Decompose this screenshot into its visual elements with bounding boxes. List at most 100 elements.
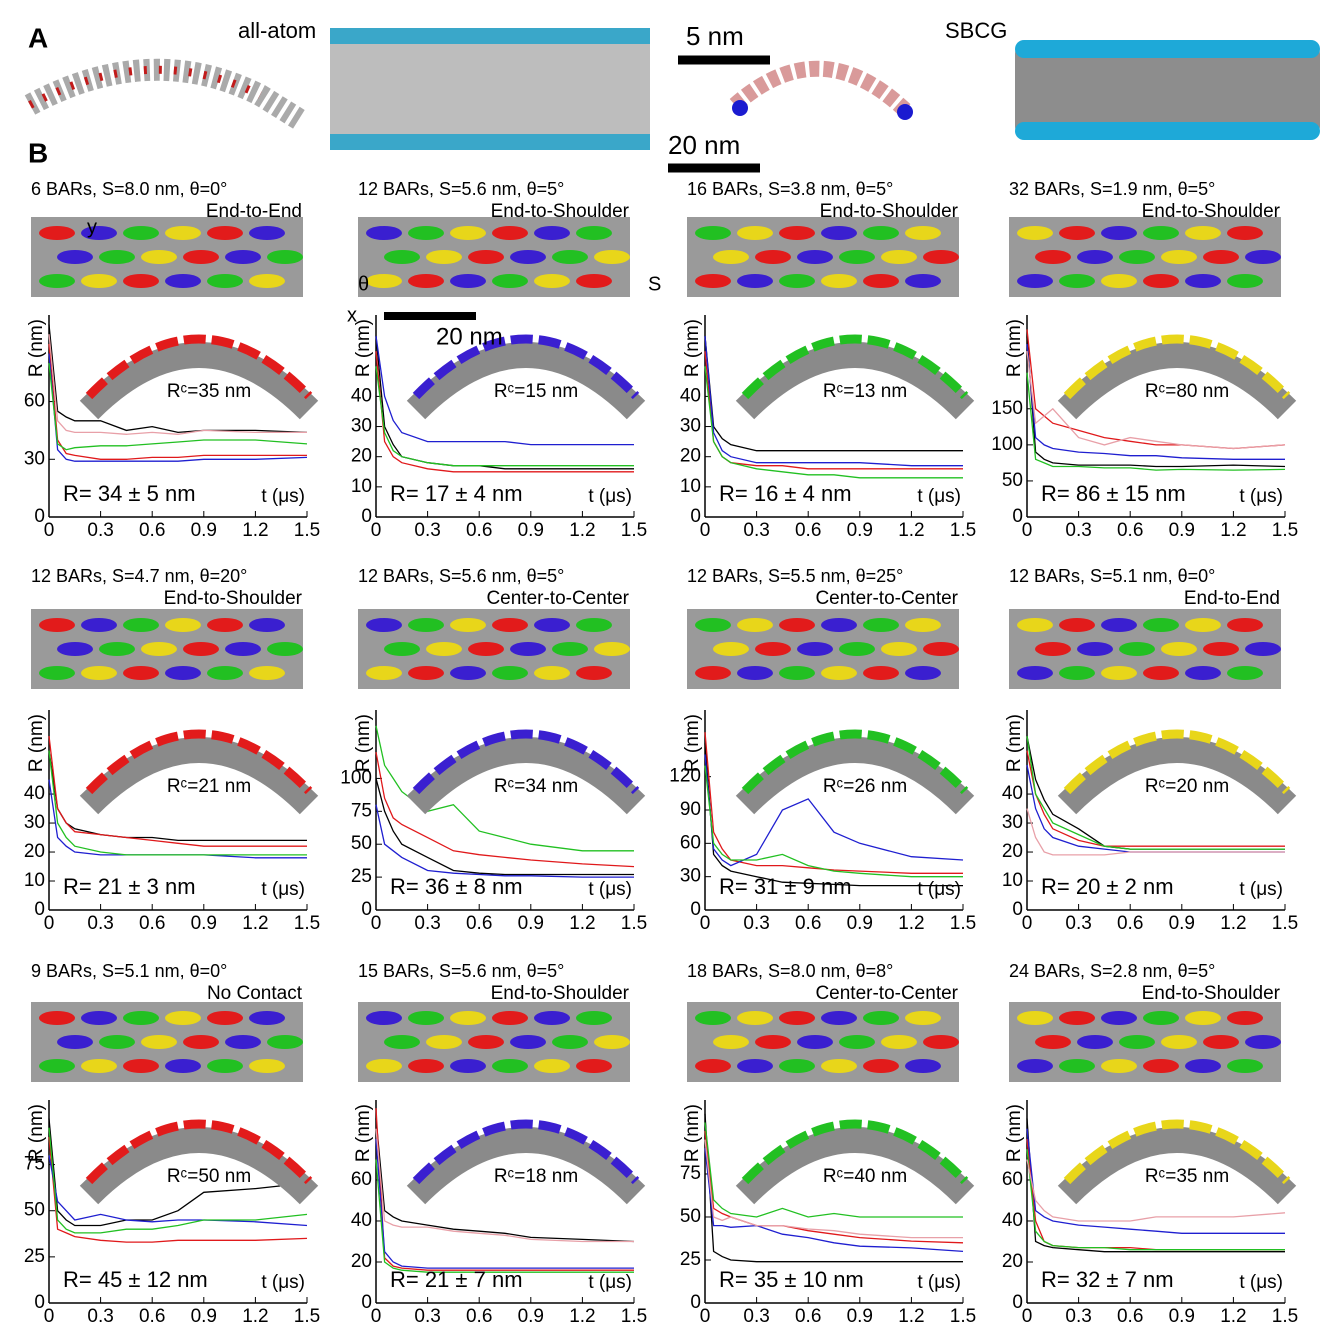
x-tick-label: 0.6: [1117, 1306, 1143, 1327]
protein: [1059, 1059, 1095, 1073]
inset-label: S: [648, 273, 661, 295]
protein: [695, 618, 731, 632]
protein: [207, 666, 243, 680]
protein: [1185, 666, 1221, 680]
protein: [426, 1035, 462, 1049]
y-tick-label: 20: [24, 841, 45, 862]
protein: [1119, 642, 1155, 656]
x-tick-label: 0.6: [466, 913, 492, 934]
protein: [123, 1059, 159, 1073]
protein: [713, 250, 749, 264]
x-tick-label: 1.2: [569, 520, 595, 541]
y-tick-label: 10: [680, 476, 701, 497]
x-tick-label: 0.9: [518, 520, 544, 541]
y-tick-label: 40: [1002, 1210, 1023, 1231]
protein: [1227, 1059, 1263, 1073]
y-tick-label: 10: [24, 870, 45, 891]
protein: [534, 226, 570, 240]
y-tick-label: 40: [351, 1210, 372, 1231]
protein: [1245, 1035, 1281, 1049]
protein: [141, 1035, 177, 1049]
protein: [450, 1059, 486, 1073]
y-tick-label: 60: [351, 1169, 372, 1190]
protein: [183, 1035, 219, 1049]
protein: [123, 226, 159, 240]
y-tick-label: 30: [1002, 812, 1023, 833]
x-tick-label: 0.3: [87, 1306, 113, 1327]
panel-title: 9 BARs, S=5.1 nm, θ=0°: [31, 961, 227, 981]
protein: [821, 618, 857, 632]
protein: [1035, 250, 1071, 264]
x-tick-label: 1.5: [950, 913, 976, 934]
protein: [267, 1035, 303, 1049]
x-tick-label: 0: [1022, 1306, 1033, 1327]
protein: [165, 1059, 201, 1073]
panel-title: 16 BARs, S=3.8 nm, θ=5°: [687, 179, 893, 199]
x-tick-label: 0.9: [847, 913, 873, 934]
y-axis-label: R (nm): [26, 1104, 47, 1162]
x-tick-label: 0.9: [518, 1306, 544, 1327]
x-axis-label: t (μs): [1239, 1272, 1283, 1293]
y-tick-label: 50: [24, 1200, 45, 1221]
protein: [779, 666, 815, 680]
protein: [881, 1035, 917, 1049]
protein: [905, 618, 941, 632]
protein: [1203, 1035, 1239, 1049]
x-tick-label: 0.6: [1117, 520, 1143, 541]
x-tick-label: 1.2: [898, 1306, 924, 1327]
x-axis-label: t (μs): [917, 879, 961, 900]
result-label: R= 16 ± 4 nm: [719, 481, 852, 506]
panel-title: 18 BARs, S=8.0 nm, θ=8°: [687, 961, 893, 981]
panel-title: 24 BARs, S=2.8 nm, θ=5°: [1009, 961, 1215, 981]
x-tick-label: 1.2: [242, 913, 268, 934]
protein: [366, 618, 402, 632]
protein: [39, 666, 75, 680]
protein: [1077, 1035, 1113, 1049]
x-tick-label: 0.3: [87, 913, 113, 934]
y-tick-label: 10: [1002, 870, 1023, 891]
y-tick-label: 50: [351, 833, 372, 854]
protein: [225, 1035, 261, 1049]
panel-title: 6 BARs, S=8.0 nm, θ=0°: [31, 179, 227, 199]
result-label: R= 86 ± 15 nm: [1041, 481, 1186, 506]
protein: [450, 226, 486, 240]
protein: [366, 274, 402, 288]
membrane-headgroups: [330, 28, 650, 44]
y-tick-label: 40: [680, 385, 701, 406]
protein: [779, 1059, 815, 1073]
protein: [492, 618, 528, 632]
curvature-label: Rᶜ=80 nm: [1145, 381, 1229, 402]
protein: [492, 666, 528, 680]
protein: [492, 274, 528, 288]
protein: [821, 666, 857, 680]
arrangement: End-to-Shoulder: [1142, 983, 1281, 1004]
protein: [1143, 274, 1179, 288]
protein: [594, 1035, 630, 1049]
x-tick-label: 0.3: [414, 1306, 440, 1327]
membrane-all-atom: [330, 28, 650, 150]
x-tick-label: 0: [1022, 913, 1033, 934]
protein: [1035, 642, 1071, 656]
x-tick-label: 0.3: [743, 520, 769, 541]
protein: [863, 226, 899, 240]
protein: [695, 666, 731, 680]
protein: [1245, 642, 1281, 656]
x-tick-label: 1.2: [898, 520, 924, 541]
protein: [1017, 226, 1053, 240]
protein: [839, 1035, 875, 1049]
protein: [57, 1035, 93, 1049]
y-axis-label: R (nm): [1004, 319, 1025, 377]
protein: [839, 250, 875, 264]
y-tick-label: 75: [351, 800, 372, 821]
panel-title: 12 BARs, S=5.5 nm, θ=25°: [687, 566, 903, 586]
protein: [39, 274, 75, 288]
protein: [1059, 1011, 1095, 1025]
protein: [552, 250, 588, 264]
x-tick-label: 0.3: [1065, 913, 1091, 934]
x-tick-label: 0: [371, 913, 382, 934]
protein: [737, 226, 773, 240]
bead: [732, 100, 748, 116]
protein: [594, 642, 630, 656]
scale-label: 20 nm: [668, 130, 740, 160]
y-tick-label: 20: [351, 1251, 372, 1272]
